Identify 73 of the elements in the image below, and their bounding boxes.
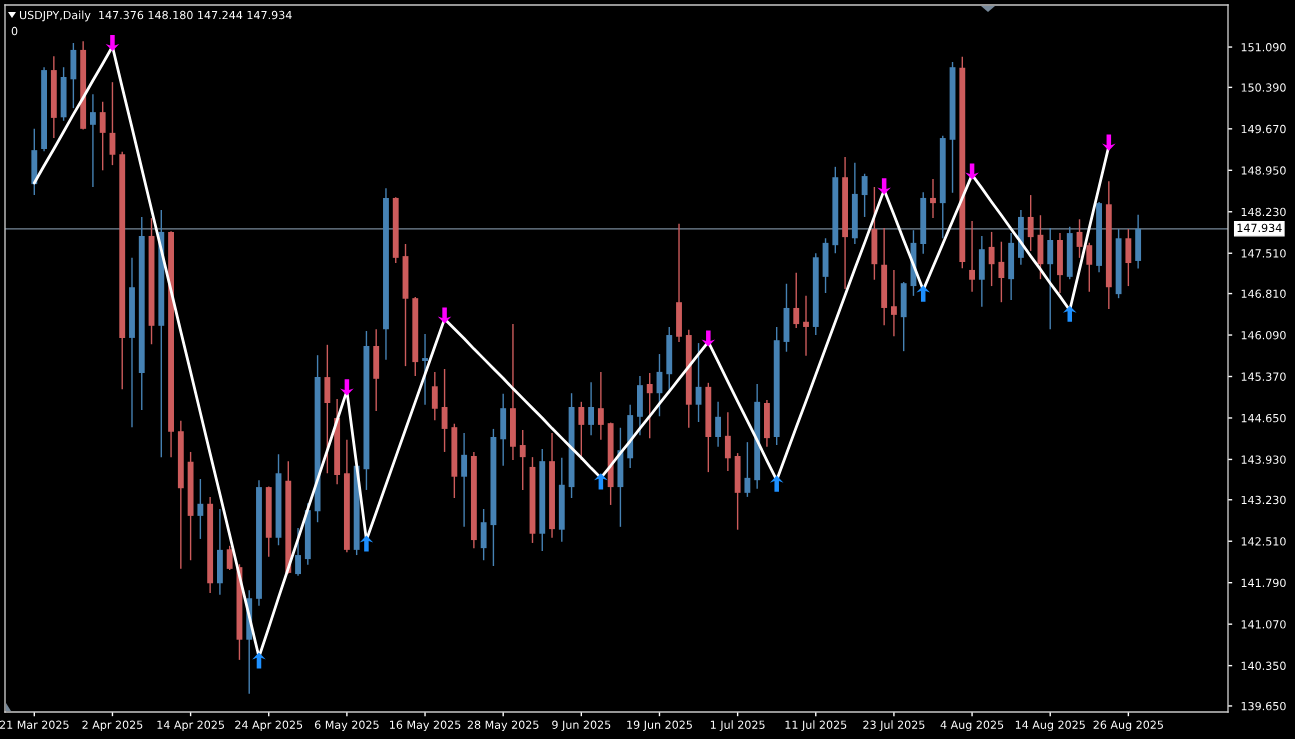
text: 0 <box>11 26 18 36</box>
y-tick-label: 148.230 <box>1241 207 1286 217</box>
candlestick <box>597 371 604 441</box>
candlestick <box>99 101 106 171</box>
x-tick-label: 24 Apr 2025 <box>235 720 303 732</box>
candlestick <box>519 429 526 491</box>
y-tick-label: 146.090 <box>1241 331 1286 340</box>
point <box>359 535 374 552</box>
candlestick <box>744 441 751 498</box>
candlestick <box>646 372 653 439</box>
point <box>701 330 716 347</box>
y-tick-label: 143.230 <box>1241 495 1286 505</box>
candlestick <box>1086 242 1093 293</box>
candlestick <box>431 371 438 421</box>
y-tick-label: 148.950 <box>1241 166 1286 175</box>
y-tick-label: 144.650 <box>1241 413 1286 423</box>
candlestick <box>422 333 428 406</box>
candlestick <box>890 269 897 337</box>
candlestick <box>441 368 448 453</box>
point <box>437 307 452 324</box>
y-tick-label: 142.510 <box>1241 537 1286 546</box>
candlestick <box>715 401 722 448</box>
y-tick-label: 139.650 <box>1241 701 1286 711</box>
x-tick-label: 19 Jun 2025 <box>627 720 692 731</box>
candlestick <box>803 295 809 357</box>
candlestick <box>988 231 995 287</box>
y-tick-label: 151.090 <box>1241 43 1286 52</box>
point <box>916 285 930 302</box>
y-tick-label: 140.350 <box>1241 661 1286 671</box>
point <box>105 34 120 52</box>
x-tick-label: 14 Apr 2025 <box>157 720 224 732</box>
x-tick-label: 4 Aug 2025 <box>940 720 1004 732</box>
x-tick-label: 16 May 2025 <box>390 720 461 732</box>
x-tick-label: 14 Aug 2025 <box>1015 720 1085 732</box>
x-tick-label: 9 Jun 2025 <box>552 720 611 731</box>
point <box>340 379 354 396</box>
candlestick <box>197 478 204 540</box>
candlestick <box>1027 194 1034 252</box>
candlestick <box>724 411 731 472</box>
point <box>1102 134 1116 151</box>
point <box>252 652 266 669</box>
point <box>965 163 979 180</box>
y-tick-label: 149.670 <box>1241 124 1286 134</box>
candlestick <box>861 173 868 218</box>
y-tick-label: 145.370 <box>1241 372 1286 381</box>
candlestick <box>89 93 96 188</box>
x-tick-label: 23 Jul 2025 <box>863 720 925 731</box>
y-tick-label: 143.930 <box>1241 455 1286 464</box>
y-tick-label: 150.390 <box>1241 83 1286 92</box>
x-tick-label: 21 Mar 2025 <box>0 720 69 729</box>
candlestick <box>793 272 800 329</box>
chart-title: USDJPY,Daily 147.376 148.180 147.244 147.934 <box>19 10 292 22</box>
ref-line-label: 147.934 <box>1237 223 1282 233</box>
point <box>877 178 891 195</box>
x-tick-label: 28 May 2025 <box>467 720 539 732</box>
candlestick <box>998 241 1005 303</box>
candlestick <box>969 220 975 293</box>
y-tick-label: 146.810 <box>1241 289 1286 298</box>
candlestick <box>295 527 301 577</box>
x-tick-label: 2 Apr 2025 <box>82 720 143 732</box>
x-tick-label: 11 Jul 2025 <box>785 720 847 731</box>
y-tick-label: 141.790 <box>1241 578 1286 588</box>
candlestick <box>461 432 468 528</box>
x-tick-label: 1 Jul 2025 <box>710 720 765 731</box>
y-tick-label: 141.070 <box>1241 620 1286 629</box>
point <box>769 475 784 492</box>
candlestick <box>588 381 595 436</box>
x-tick-label: 6 May 2025 <box>314 720 379 732</box>
x-tick-label: 26 Aug 2025 <box>1093 720 1163 732</box>
candlestick <box>930 178 936 219</box>
point <box>1062 305 1077 322</box>
y-tick-label: 147.510 <box>1241 249 1286 258</box>
candlestick <box>226 545 233 571</box>
